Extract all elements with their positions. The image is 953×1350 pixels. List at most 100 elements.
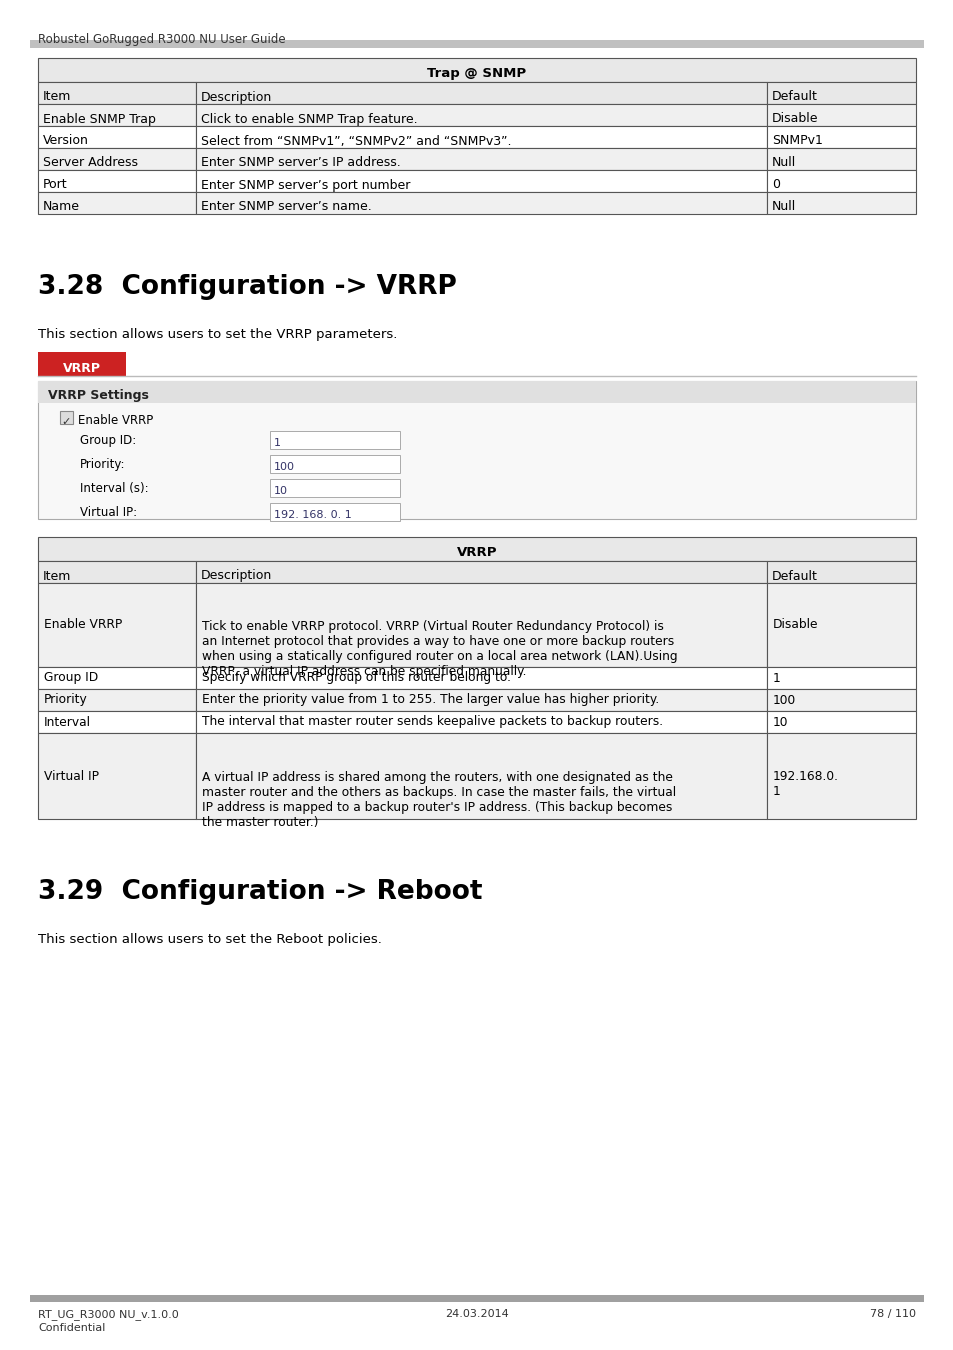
Bar xyxy=(38,170,195,192)
Bar xyxy=(30,40,923,49)
Text: Enter SNMP server’s name.: Enter SNMP server’s name. xyxy=(201,201,372,213)
Bar xyxy=(766,562,915,583)
Text: 78 / 110: 78 / 110 xyxy=(869,1310,915,1319)
Text: This section allows users to set the VRRP parameters.: This section allows users to set the VRR… xyxy=(38,328,397,342)
Text: Enter SNMP server’s IP address.: Enter SNMP server’s IP address. xyxy=(201,157,400,170)
Text: Confidential: Confidential xyxy=(38,1323,105,1332)
Bar xyxy=(38,381,915,518)
Text: Group ID: Group ID xyxy=(44,671,98,684)
Bar xyxy=(38,733,195,819)
Bar xyxy=(195,170,766,192)
Bar xyxy=(38,352,126,377)
Text: 0: 0 xyxy=(771,178,779,192)
Bar xyxy=(766,170,915,192)
Text: Priority:: Priority: xyxy=(80,458,126,471)
Bar xyxy=(766,688,915,711)
Bar xyxy=(766,192,915,215)
Text: 1: 1 xyxy=(274,437,281,448)
Bar xyxy=(195,126,766,148)
Text: VRRP Settings: VRRP Settings xyxy=(48,390,149,402)
Bar xyxy=(195,688,766,711)
Text: Version: Version xyxy=(43,135,89,147)
Text: Null: Null xyxy=(771,157,795,170)
Text: Virtual IP:: Virtual IP: xyxy=(80,506,137,518)
Bar xyxy=(766,82,915,104)
Text: 1: 1 xyxy=(772,671,780,684)
Text: Enable VRRP: Enable VRRP xyxy=(44,618,122,632)
Bar xyxy=(38,192,195,215)
Bar xyxy=(38,667,195,688)
Bar xyxy=(766,126,915,148)
Bar xyxy=(270,479,399,497)
Text: Specify which VRRP group of this router belong to.: Specify which VRRP group of this router … xyxy=(202,671,511,684)
Bar xyxy=(38,148,195,170)
Bar xyxy=(38,381,915,404)
Text: Port: Port xyxy=(43,178,68,192)
Text: Null: Null xyxy=(771,201,795,213)
Text: This section allows users to set the Reboot policies.: This section allows users to set the Reb… xyxy=(38,933,381,946)
Text: Name: Name xyxy=(43,201,80,213)
Text: 100: 100 xyxy=(274,462,294,472)
Text: 3.29  Configuration -> Reboot: 3.29 Configuration -> Reboot xyxy=(38,879,482,904)
Text: Priority: Priority xyxy=(44,694,88,706)
Text: Virtual IP: Virtual IP xyxy=(44,769,99,783)
Text: Server Address: Server Address xyxy=(43,157,138,170)
Bar xyxy=(270,455,399,472)
Text: RT_UG_R3000 NU_v.1.0.0: RT_UG_R3000 NU_v.1.0.0 xyxy=(38,1310,178,1320)
Bar xyxy=(766,148,915,170)
Bar xyxy=(195,192,766,215)
Text: Item: Item xyxy=(43,570,71,582)
Text: Disable: Disable xyxy=(771,112,818,126)
Text: Interval: Interval xyxy=(44,716,91,729)
Bar xyxy=(38,688,195,711)
Text: 192.168.0.
1: 192.168.0. 1 xyxy=(772,769,838,798)
Text: VRRP: VRRP xyxy=(456,547,497,559)
Text: Enable SNMP Trap: Enable SNMP Trap xyxy=(43,112,155,126)
Text: 10: 10 xyxy=(274,486,288,495)
Bar xyxy=(766,733,915,819)
Text: Group ID:: Group ID: xyxy=(80,433,136,447)
Text: Robustel GoRugged R3000 NU User Guide: Robustel GoRugged R3000 NU User Guide xyxy=(38,32,285,46)
Text: 3.28  Configuration -> VRRP: 3.28 Configuration -> VRRP xyxy=(38,274,456,300)
Text: Enter the priority value from 1 to 255. The larger value has higher priority.: Enter the priority value from 1 to 255. … xyxy=(202,694,659,706)
Text: Default: Default xyxy=(771,90,817,104)
Text: Enable VRRP: Enable VRRP xyxy=(78,414,153,427)
Bar xyxy=(60,410,73,424)
Text: Disable: Disable xyxy=(772,618,818,632)
Text: 10: 10 xyxy=(772,716,787,729)
Bar xyxy=(38,711,195,733)
Bar xyxy=(195,82,766,104)
Text: Select from “SNMPv1”, “SNMPv2” and “SNMPv3”.: Select from “SNMPv1”, “SNMPv2” and “SNMP… xyxy=(201,135,511,147)
Bar xyxy=(38,583,195,667)
Bar xyxy=(30,1295,923,1301)
Bar xyxy=(38,104,195,126)
Bar xyxy=(766,667,915,688)
Text: Description: Description xyxy=(201,570,272,582)
Text: 24.03.2014: 24.03.2014 xyxy=(445,1310,508,1319)
Bar xyxy=(38,82,195,104)
Text: ✓: ✓ xyxy=(61,417,71,427)
Bar xyxy=(38,537,915,562)
Bar xyxy=(38,562,195,583)
Bar xyxy=(195,711,766,733)
Text: A virtual IP address is shared among the routers, with one designated as the
mas: A virtual IP address is shared among the… xyxy=(202,771,676,829)
Bar xyxy=(195,733,766,819)
Text: Interval (s):: Interval (s): xyxy=(80,482,149,495)
Text: Item: Item xyxy=(43,90,71,104)
Text: The interval that master router sends keepalive packets to backup routers.: The interval that master router sends ke… xyxy=(202,716,662,729)
Bar xyxy=(766,711,915,733)
Bar xyxy=(270,504,399,521)
Bar xyxy=(195,667,766,688)
Text: Trap @ SNMP: Trap @ SNMP xyxy=(427,68,526,81)
Text: Tick to enable VRRP protocol. VRRP (Virtual Router Redundancy Protocol) is
an In: Tick to enable VRRP protocol. VRRP (Virt… xyxy=(202,620,677,678)
Text: SNMPv1: SNMPv1 xyxy=(771,135,821,147)
Text: Default: Default xyxy=(771,570,817,582)
Text: Enter SNMP server’s port number: Enter SNMP server’s port number xyxy=(201,178,410,192)
Bar xyxy=(195,583,766,667)
Bar xyxy=(195,104,766,126)
Bar xyxy=(766,104,915,126)
Text: 192. 168. 0. 1: 192. 168. 0. 1 xyxy=(274,510,352,520)
Text: Click to enable SNMP Trap feature.: Click to enable SNMP Trap feature. xyxy=(201,112,417,126)
Bar xyxy=(38,126,195,148)
Text: 100: 100 xyxy=(772,694,795,706)
